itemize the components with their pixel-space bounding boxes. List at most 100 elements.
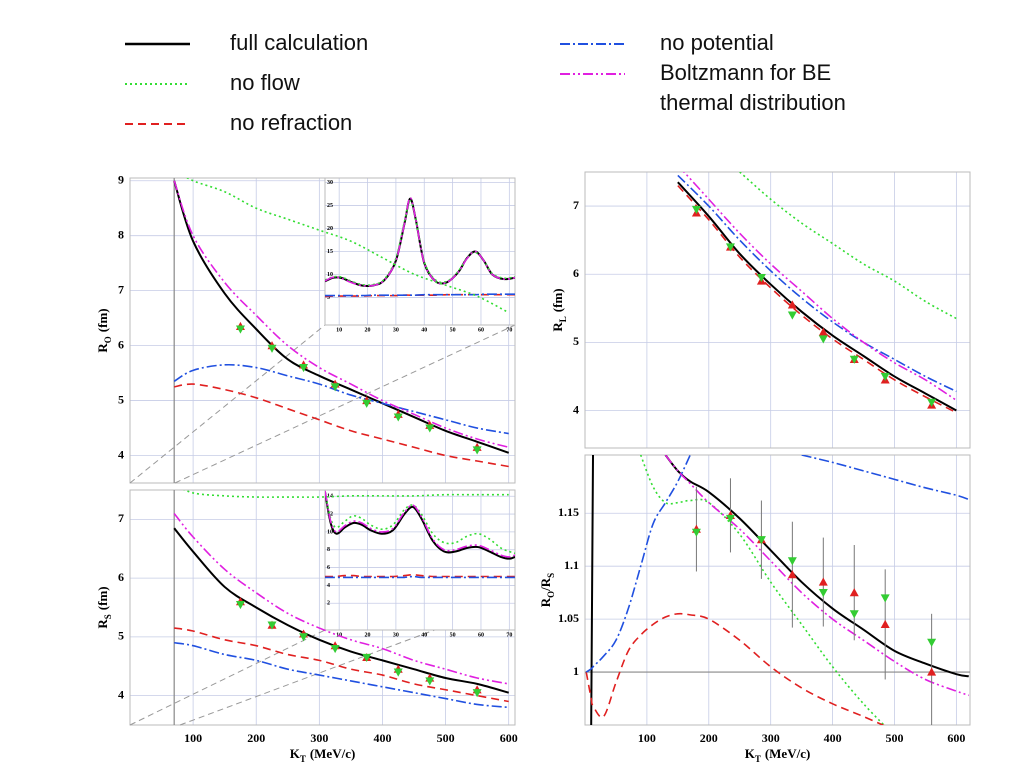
- series-line: [325, 200, 515, 286]
- y-tick-label: 1: [573, 664, 579, 678]
- series-line: [739, 172, 957, 320]
- data-point: [849, 610, 859, 619]
- axis-label-part: S: [546, 573, 556, 578]
- data-point: [927, 667, 937, 676]
- legend-label: no potential: [660, 30, 774, 55]
- data-point: [393, 668, 403, 677]
- inset-background: [325, 490, 515, 630]
- plot-frame: [584, 454, 971, 726]
- data-point: [393, 413, 403, 422]
- data-point: [787, 311, 797, 320]
- axis-label-part: K: [745, 746, 756, 761]
- x-tick-label: 40: [421, 327, 427, 333]
- data-point: [818, 577, 828, 586]
- y-tick-label: 10: [327, 272, 333, 278]
- axis-label-part: T: [300, 754, 306, 764]
- axis-label-part: K: [290, 746, 301, 761]
- y-axis-label: RO (fm): [95, 308, 113, 352]
- y-tick-label: 8: [118, 227, 124, 241]
- y-tick-label: 25: [327, 203, 333, 209]
- x-tick-label: 40: [421, 632, 427, 638]
- data-point: [818, 589, 828, 598]
- axis-label-part: R: [95, 343, 110, 353]
- legend-label: no refraction: [230, 110, 353, 135]
- zoom-guide: [129, 629, 326, 726]
- series-line: [677, 185, 957, 414]
- series-line: [325, 491, 515, 560]
- data-point: [425, 424, 435, 433]
- axis-label-part: R: [538, 597, 553, 607]
- y-tick-label: 9: [118, 172, 124, 186]
- series-line: [325, 573, 515, 578]
- y-tick-label: 4: [573, 402, 579, 416]
- data-point: [756, 536, 766, 545]
- x-tick-label: 50: [450, 632, 456, 638]
- x-tick-label: 50: [450, 327, 456, 333]
- axis-label-part: (fm): [95, 586, 110, 610]
- plot-area: [173, 178, 510, 483]
- legend-swatch: [560, 43, 625, 45]
- series-line: [590, 455, 969, 725]
- data-point: [299, 633, 309, 642]
- y-tick-label: 6: [118, 570, 124, 584]
- axis-label-part: O: [103, 336, 113, 343]
- x-tick-label: 400: [824, 731, 842, 745]
- y-tick-label: 1.1: [564, 558, 579, 572]
- data-point: [725, 243, 735, 252]
- y-tick-label: 2: [327, 601, 330, 607]
- axis-label-part: R: [550, 322, 565, 332]
- y-tick-label: 15: [327, 249, 333, 255]
- y-tick-label: 6: [573, 266, 579, 280]
- axis-label-part: L: [558, 316, 568, 322]
- x-tick-label: 70: [506, 632, 512, 638]
- series-line: [677, 174, 957, 393]
- x-tick-label: 10: [336, 327, 342, 333]
- data-point: [756, 274, 766, 283]
- data-point: [330, 383, 340, 392]
- y-tick-label: 20: [327, 226, 333, 232]
- plot-frame: [129, 177, 516, 484]
- x-tick-label: 500: [885, 731, 903, 745]
- x-tick-label: 400: [373, 731, 391, 745]
- y-tick-label: 8: [327, 547, 330, 553]
- data-point: [362, 399, 372, 408]
- plot-frame: [324, 177, 516, 326]
- y-tick-label: 12: [327, 511, 333, 517]
- series-line: [682, 172, 957, 401]
- x-tick-label: 20: [365, 632, 371, 638]
- x-tick-label: 70: [506, 327, 512, 333]
- y-tick-label: 6: [118, 337, 124, 351]
- x-tick-label: 30: [393, 632, 399, 638]
- data-point: [330, 645, 340, 654]
- x-tick-label: 30: [393, 327, 399, 333]
- data-point: [691, 528, 701, 537]
- axis-label-part: O: [546, 591, 556, 598]
- y-tick-label: 1.15: [558, 505, 579, 519]
- axis-label-part: (fm): [550, 288, 565, 312]
- y-tick-label: 5: [118, 629, 124, 643]
- series-line: [585, 455, 970, 673]
- legend-swatch: [125, 123, 190, 125]
- data-point: [725, 514, 735, 524]
- y-tick-label: 5: [118, 392, 124, 406]
- axis-label-part: (fm): [95, 308, 110, 332]
- axis-label-part: T: [755, 754, 761, 764]
- plot-frame: [324, 489, 516, 631]
- series-line: [325, 575, 515, 579]
- y-tick-label: 7: [573, 198, 579, 212]
- series-line: [174, 383, 509, 468]
- data-point: [362, 653, 372, 662]
- series-line: [183, 490, 509, 498]
- plot-frame: [584, 171, 971, 449]
- data-point: [849, 355, 859, 364]
- data-point: [927, 638, 937, 647]
- series-line: [174, 641, 509, 709]
- y-tick-label: 5: [573, 334, 579, 348]
- legend-label: full calculation: [230, 30, 369, 55]
- x-tick-label: 100: [184, 731, 202, 745]
- data-point: [880, 372, 890, 381]
- series-line: [173, 180, 509, 449]
- series-line: [325, 490, 515, 558]
